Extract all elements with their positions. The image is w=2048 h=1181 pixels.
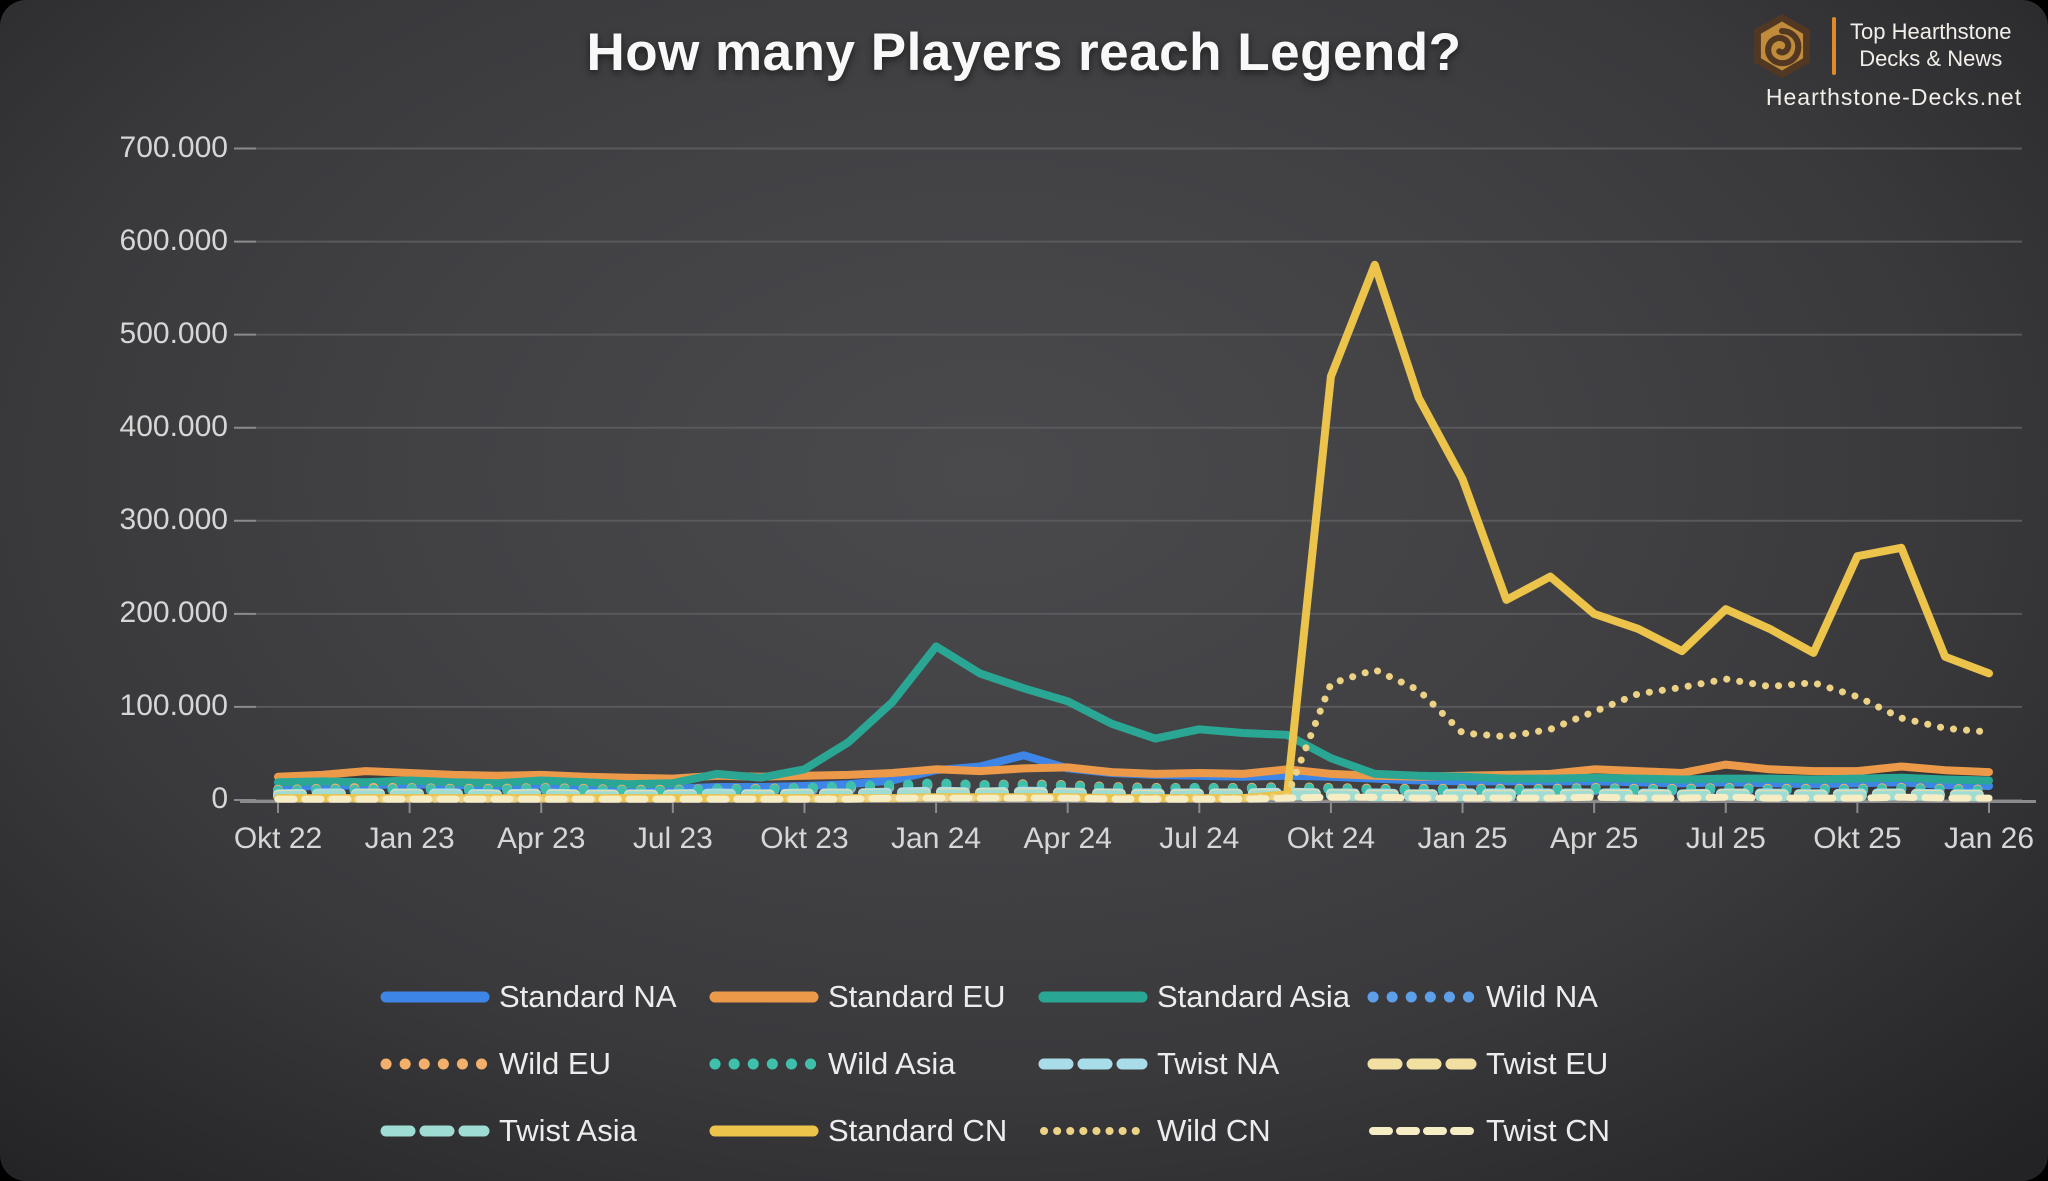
legend-swatch-twist-asia [380, 1125, 490, 1136]
x-axis-label: Jan 24 [891, 822, 982, 855]
legend-label: Twist CN [1486, 1112, 1610, 1148]
legend-label: Standard NA [499, 978, 677, 1014]
legend-label: Twist EU [1486, 1045, 1609, 1081]
legend-item-wild-cn: Wild CN [1038, 1097, 1367, 1164]
series-line-standard-cn [274, 260, 1993, 803]
branding-block: Top Hearthstone Decks & News Hearthstone… [1748, 12, 2040, 111]
legend-item-standard-cn: Standard CN [709, 1097, 1038, 1164]
legend-swatch-wild-na [1367, 991, 1477, 1002]
legend-label: Twist Asia [499, 1112, 637, 1148]
x-axis-label: Okt 23 [760, 822, 849, 855]
legend-item-wild-na: Wild NA [1367, 963, 1696, 1030]
branding-line1: Top Hearthstone [1850, 19, 2012, 45]
legend-swatch-standard-eu [709, 991, 819, 1002]
y-axis-label: 300.000 [119, 502, 228, 536]
x-axis-label: Jul 24 [1159, 822, 1240, 855]
x-axis-label: Apr 23 [497, 822, 586, 855]
y-axis-label: 0 [211, 782, 228, 815]
legend-swatch-twist-cn [1369, 1126, 1475, 1135]
x-axis-label: Jul 25 [1685, 822, 1766, 855]
chart-legend: Standard NA Standard EU Standard Asia Wild … [380, 963, 1696, 1164]
y-axis-label: 700.000 [119, 130, 228, 164]
legend-label: Wild NA [1486, 978, 1598, 1014]
x-axis-label: Okt 24 [1286, 822, 1376, 855]
legend-label: Standard Asia [1157, 978, 1351, 1014]
legend-swatch-twist-eu [1367, 1058, 1477, 1069]
series-line-standard-eu [274, 760, 1993, 783]
x-axis-label: Apr 24 [1023, 822, 1112, 855]
legend-label: Wild CN [1157, 1112, 1271, 1148]
y-axis-label: 600.000 [119, 223, 228, 257]
legend-item-standard-eu: Standard EU [709, 963, 1038, 1030]
legend-label: Standard EU [828, 978, 1006, 1014]
legend-item-twist-eu: Twist EU [1367, 1030, 1696, 1097]
legend-label: Wild EU [499, 1045, 611, 1081]
legend-swatch-standard-cn [709, 1125, 819, 1136]
x-axis-label: Jan 25 [1417, 822, 1508, 855]
branding-line2: Decks & News [1859, 46, 2003, 71]
legend-item-twist-cn: Twist CN [1367, 1097, 1696, 1164]
series-line-standard-asia [274, 642, 1993, 789]
legend-label: Twist NA [1157, 1045, 1280, 1081]
legend-label: Standard CN [828, 1112, 1008, 1148]
legend-swatch-standard-asia [1038, 991, 1148, 1002]
legend-item-standard-asia: Standard Asia [1038, 963, 1367, 1030]
legend-swatch-wild-eu [380, 1058, 490, 1069]
x-axis-label: Okt 25 [1813, 822, 1902, 855]
x-axis-label: Apr 25 [1549, 822, 1639, 855]
y-axis-label: 500.000 [119, 316, 228, 350]
legend-swatch-standard-na [380, 991, 490, 1002]
series-line-twist-cn [274, 793, 1993, 803]
x-axis-label: Jan 26 [1943, 822, 2035, 855]
x-axis-label: Jan 23 [364, 822, 455, 855]
legend-item-twist-asia: Twist Asia [380, 1097, 709, 1164]
legend-label: Wild Asia [828, 1045, 956, 1081]
y-axis-label: 400.000 [119, 409, 228, 443]
legend-item-wild-asia: Wild Asia [709, 1030, 1038, 1097]
legend-item-twist-na: Twist NA [1038, 1030, 1367, 1097]
legend-swatch-wild-cn [1040, 1126, 1146, 1135]
hearthstone-logo-icon [1754, 14, 1810, 78]
y-axis-label: 200.000 [119, 595, 228, 629]
branding-site-url: Hearthstone-Decks.net [1765, 84, 2023, 110]
x-axis-label: Okt 22 [233, 822, 323, 855]
legend-item-wild-eu: Wild EU [380, 1030, 709, 1097]
x-axis-label: Jul 23 [632, 822, 713, 855]
legend-swatch-twist-na [1038, 1058, 1148, 1069]
legend-swatch-wild-asia [709, 1058, 819, 1069]
page-title: How many Players reach Legend? [586, 23, 1462, 82]
legend-item-standard-na: Standard NA [380, 963, 709, 1030]
y-axis-label: 100.000 [119, 688, 228, 722]
branding-divider [1832, 17, 1836, 75]
